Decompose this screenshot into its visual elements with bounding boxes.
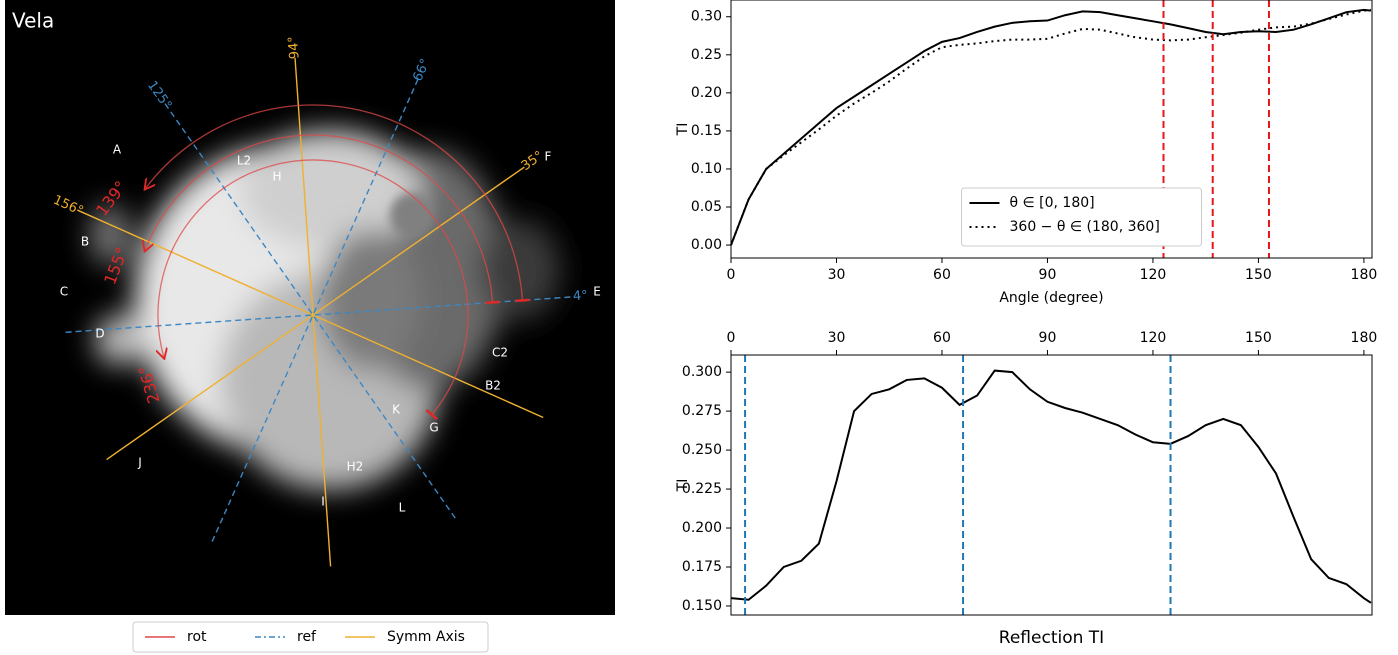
x-tick-label: 180	[1351, 267, 1378, 283]
x-tick-label: 90	[1039, 330, 1057, 346]
region-label: L2	[237, 154, 251, 168]
series-line	[730, 369, 1372, 604]
region-label: I	[321, 495, 325, 509]
y-tick-label: 0.250	[682, 442, 722, 458]
y-tick-label: 0.300	[682, 364, 722, 380]
x-tick-label: 90	[1039, 267, 1057, 283]
x-tick-label: 120	[1140, 267, 1167, 283]
region-label: G	[429, 421, 438, 435]
x-tick-label: 150	[1245, 330, 1272, 346]
ref-axis	[209, 79, 419, 546]
legend-label: Symm Axis	[387, 629, 465, 645]
x-tick-label: 60	[933, 267, 951, 283]
x-tick-label: 180	[1351, 330, 1378, 346]
x-tick-label: 120	[1140, 330, 1167, 346]
legend-box	[961, 187, 1202, 247]
series-line	[730, 8, 1372, 246]
ref-axis	[164, 103, 459, 522]
rotation-start	[515, 298, 530, 303]
chart-title: Reflection TI	[999, 628, 1104, 648]
y-axis-label: TI	[675, 479, 691, 493]
x-axis-label: Angle (degree)	[999, 290, 1103, 306]
region-label: A	[113, 143, 122, 157]
y-tick-label: 0.150	[682, 598, 722, 614]
nebula	[90, 130, 560, 490]
symm-axis	[77, 209, 544, 419]
rotation-arc	[158, 159, 469, 416]
symm-axis	[106, 166, 525, 461]
y-axis-label: TI	[675, 123, 691, 137]
symm-axis	[294, 57, 332, 567]
gray-disk	[390, 193, 434, 237]
region-label: C	[60, 285, 68, 299]
legend-label: ref	[297, 629, 317, 645]
region-label: E	[593, 285, 601, 299]
legend-label: 360 − θ ∈ (180, 360]	[1010, 219, 1160, 235]
region-label: B	[81, 235, 89, 249]
y-tick-label: 0.175	[682, 559, 722, 575]
y-tick-label: 0.25	[691, 47, 722, 63]
angle-label: 94°	[286, 36, 303, 60]
region-label: J	[137, 456, 142, 470]
region-label: L	[399, 501, 406, 515]
legend-box	[132, 621, 489, 653]
y-tick-label: 0.05	[691, 199, 722, 215]
region-label: H2	[347, 460, 364, 474]
region-label: B2	[485, 379, 501, 393]
region-label: K	[392, 403, 401, 417]
x-tick-label: 30	[828, 267, 846, 283]
y-tick-label: 0.275	[682, 403, 722, 419]
x-tick-label: 0	[727, 330, 736, 346]
y-tick-label: 0.10	[691, 161, 722, 177]
axes-frame	[730, 354, 1373, 616]
x-tick-label: 0	[727, 267, 736, 283]
y-tick-label: 0.15	[691, 123, 722, 139]
y-tick-label: 0.200	[682, 520, 722, 536]
y-tick-label: 0.20	[691, 85, 722, 101]
y-tick-label: 0.00	[691, 237, 722, 253]
legend-label: rot	[187, 629, 207, 645]
region-label: C2	[492, 346, 508, 360]
x-tick-label: 150	[1245, 267, 1272, 283]
x-tick-label: 60	[933, 330, 951, 346]
x-tick-label: 30	[828, 330, 846, 346]
series-line	[730, 8, 1372, 246]
image-title: Vela	[12, 9, 54, 33]
region-label: H	[272, 170, 281, 184]
rotation-arc	[145, 134, 494, 303]
region-label: F	[545, 150, 552, 164]
axes-frame	[730, 0, 1373, 259]
y-tick-label: 0.225	[682, 481, 722, 497]
region-label: D	[95, 327, 104, 341]
angle-label: 4°	[572, 288, 588, 304]
rotation-arc	[145, 104, 524, 301]
legend-label: θ ∈ [0, 180]	[1010, 195, 1095, 211]
rotation-start	[425, 409, 438, 421]
rotation-start	[485, 300, 500, 305]
y-tick-label: 0.30	[691, 9, 722, 25]
